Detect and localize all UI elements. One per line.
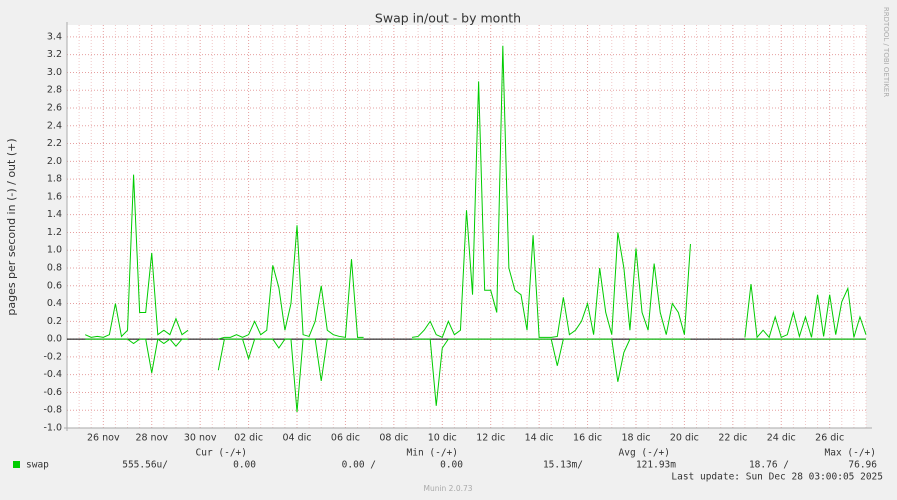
legend-value: 0.00 / [342, 460, 376, 471]
series-line [84, 45, 867, 340]
legend-value: 15.13m/ [543, 460, 583, 471]
y-tick-label: 3.4 [47, 31, 62, 42]
x-tick-label: 20 dic [670, 433, 699, 444]
legend-header: Max (-/+) [825, 448, 876, 459]
legend-header: Avg (-/+) [619, 448, 670, 459]
x-tick-label: 28 nov [135, 433, 168, 444]
legend-header: Cur (-/+) [196, 448, 247, 459]
legend-value: 18.76 / [749, 460, 789, 471]
x-tick-label: 06 dic [331, 433, 360, 444]
legend-label: swap [26, 460, 49, 471]
y-tick-label: 2.2 [47, 138, 62, 149]
footer: Munin 2.0.73 [423, 484, 472, 493]
legend-value: 0.00 [440, 460, 463, 471]
legend-header: Min (-/+) [407, 448, 458, 459]
y-tick-label: -0.6 [43, 387, 62, 398]
y-tick-label: 3.0 [47, 67, 62, 78]
legend-swatch [13, 461, 20, 468]
series-line [85, 338, 866, 413]
x-tick-label: 14 dic [525, 433, 554, 444]
x-tick-label: 30 nov [184, 433, 217, 444]
x-tick-label: 26 nov [87, 433, 120, 444]
x-tick-label: 18 dic [621, 433, 650, 444]
y-tick-label: -0.4 [43, 369, 62, 380]
x-tick-label: 16 dic [573, 433, 602, 444]
last-update: Last update: Sun Dec 28 03:00:05 2025 [671, 472, 883, 483]
y-tick-label: 2.6 [47, 103, 62, 114]
legend-value: 555.56u/ [122, 460, 168, 471]
y-tick-label: 3.2 [47, 49, 62, 60]
x-tick-label: 04 dic [283, 433, 312, 444]
legend-value: 0.00 [233, 460, 256, 471]
y-tick-label: 0.2 [47, 316, 62, 327]
y-tick-label: 0.6 [47, 280, 62, 291]
y-axis-label: pages per second in (-) / out (+) [5, 138, 18, 315]
y-tick-label: 2.8 [47, 85, 62, 96]
x-tick-label: 02 dic [234, 433, 263, 444]
legend-value: 76.96 [848, 460, 877, 471]
y-tick-label: 1.0 [47, 245, 62, 256]
y-tick-label: 1.4 [47, 209, 62, 220]
legend-value: 121.93m [636, 460, 676, 471]
x-tick-label: 12 dic [476, 433, 505, 444]
x-tick-label: 10 dic [428, 433, 457, 444]
y-tick-label: 0.4 [47, 298, 62, 309]
side-note: RRDTOOL / TOBI OETIKER [882, 7, 890, 97]
y-tick-label: 0.0 [47, 334, 62, 345]
y-tick-label: 1.6 [47, 191, 62, 202]
x-tick-label: 22 dic [718, 433, 747, 444]
y-tick-label: -0.2 [43, 351, 62, 362]
y-tick-label: 2.4 [47, 120, 62, 131]
y-tick-label: 0.8 [47, 263, 62, 274]
x-tick-label: 26 dic [815, 433, 844, 444]
x-tick-label: 08 dic [379, 433, 408, 444]
y-tick-label: 1.2 [47, 227, 62, 238]
y-tick-label: 2.0 [47, 156, 62, 167]
y-tick-label: -0.8 [43, 405, 62, 416]
x-tick-label: 24 dic [767, 433, 796, 444]
chart-title: Swap in/out - by month [375, 11, 521, 26]
y-tick-label: -1.0 [43, 423, 62, 434]
y-tick-label: 1.8 [47, 174, 62, 185]
